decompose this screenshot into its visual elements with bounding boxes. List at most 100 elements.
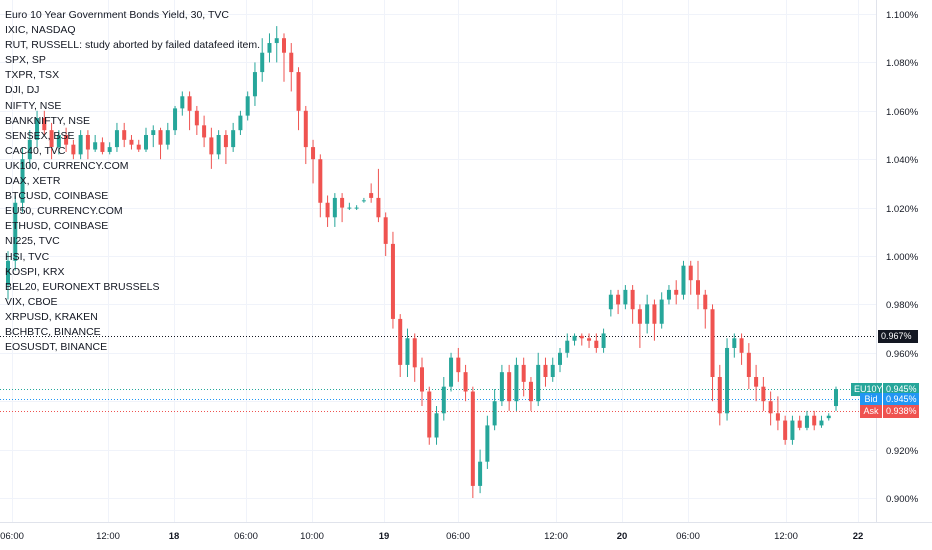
candle-body <box>608 294 613 310</box>
time-tick-label: 12:00 <box>544 531 568 542</box>
candle-body <box>303 110 308 148</box>
last-price-badge: 0.967% <box>878 330 918 343</box>
time-tick-label: 19 <box>379 531 390 542</box>
compare-series-label[interactable]: XRPUSD, KRAKEN <box>5 310 98 323</box>
candle-body <box>64 135 69 145</box>
price-value-badge: 0.938% <box>883 405 919 418</box>
candle-body <box>637 309 642 324</box>
time-tick-label: 12:00 <box>774 531 798 542</box>
time-tick-label: 18 <box>169 531 180 542</box>
bid-badge: Bid <box>860 393 882 406</box>
candle-body <box>405 338 410 365</box>
candle-body <box>296 72 301 111</box>
candle-body <box>456 357 461 373</box>
candle-body <box>521 364 526 382</box>
candle-body <box>826 415 831 419</box>
compare-series-label[interactable]: IXIC, NASDAQ <box>5 24 76 37</box>
compare-series-label[interactable]: SENSEX, BSE <box>5 129 75 142</box>
candle-body <box>398 318 403 365</box>
candle-body <box>768 401 773 414</box>
candle-body <box>35 118 40 140</box>
candle-body <box>289 52 294 73</box>
price-scale[interactable]: 1.100% 1.080% 1.060% 1.040% 1.020% 1.000% 0.98… <box>886 10 919 505</box>
candle-body <box>725 347 730 414</box>
time-tick-label: 20 <box>617 531 628 542</box>
candle-body <box>129 139 134 145</box>
compare-series-label[interactable]: UK100, CURRENCY.COM <box>5 159 129 172</box>
compare-series-label[interactable]: DAX, XETR <box>5 175 61 188</box>
compare-series-label[interactable]: KOSPI, KRX <box>5 265 65 278</box>
compare-series-label[interactable]: SPX, SP <box>5 54 46 67</box>
candle-body <box>696 280 700 295</box>
candle-body <box>100 142 105 152</box>
compare-series-label[interactable]: RUT, RUSSELL: study aborted by failed da… <box>5 39 261 52</box>
time-tick-label: 06:00 <box>0 531 24 542</box>
time-tick-label: 12:00 <box>96 531 120 542</box>
candle-body <box>209 137 214 155</box>
candle-body <box>71 144 76 155</box>
candle-body <box>645 304 650 324</box>
candle-body <box>412 338 417 368</box>
time-scale[interactable]: 06:00 12:00 18 06:00 10:00 19 06:00 12:00 20 06:0… <box>0 531 863 542</box>
candles <box>6 26 838 498</box>
price-tick-label: 1.100% <box>886 10 919 21</box>
compare-series-label[interactable]: CAC40, TVC <box>5 144 66 157</box>
candle-body <box>325 202 330 218</box>
candle-body <box>507 372 512 402</box>
compare-series-label[interactable]: HSI, TVC <box>5 250 50 263</box>
compare-series-label[interactable]: EU50, CURRENCY.COM <box>5 205 123 218</box>
candle-body <box>231 130 236 148</box>
candle-body <box>732 338 737 348</box>
candle-body <box>688 265 693 281</box>
compare-series-label[interactable]: VIX, CBOE <box>5 295 58 308</box>
candle-body <box>514 364 519 402</box>
compare-series-label[interactable]: NIFTY, NSE <box>5 99 62 112</box>
price-tick-label: 0.920% <box>886 446 919 457</box>
compare-series-label[interactable]: BCHBTC, BINANCE <box>5 325 101 338</box>
candle-body <box>441 386 446 414</box>
candle-body <box>238 115 243 131</box>
compare-series-label[interactable]: NI225, TVC <box>5 235 60 248</box>
candle-body <box>56 135 61 148</box>
compare-series-label[interactable]: DJI, DJ <box>5 84 40 97</box>
candle-body <box>579 335 584 339</box>
candle-body <box>528 381 533 402</box>
candle-body <box>674 289 679 295</box>
candle-body <box>434 413 439 438</box>
candle-body <box>739 338 744 353</box>
price-tick-label: 1.080% <box>886 58 919 69</box>
compare-series-label[interactable]: ETHUSD, COINBASE <box>5 220 109 233</box>
compare-series-label[interactable]: TXPR, TSX <box>5 69 60 82</box>
main-series-title[interactable]: Euro 10 Year Government Bonds Yield, 30,… <box>5 9 229 21</box>
candle-body <box>746 352 751 377</box>
compare-series-label[interactable]: BANKNIFTY, NSE <box>5 114 90 127</box>
candle-body <box>311 147 316 160</box>
candle-body <box>717 377 722 414</box>
candle-body <box>834 389 838 407</box>
candle-body <box>478 461 483 486</box>
candle-body <box>594 340 599 348</box>
candle-body <box>499 372 504 402</box>
compare-series-label[interactable]: BTCUSD, COINBASE <box>5 190 109 203</box>
price-tick-label: 0.900% <box>886 494 919 505</box>
legend: Euro 10 Year Government Bonds Yield, 30,… <box>5 8 260 355</box>
candle-body <box>274 38 279 44</box>
candle-body <box>543 364 548 377</box>
candle-body <box>252 72 257 97</box>
price-value-badge: 0.945% <box>883 383 919 396</box>
compare-series-label[interactable]: EOSUSDT, BINANCE <box>5 341 108 354</box>
candle-body <box>114 130 119 148</box>
candle-body <box>565 340 570 353</box>
candle-body <box>572 335 577 341</box>
candle-body <box>223 135 228 148</box>
candle-body <box>420 367 424 392</box>
candle-body <box>369 193 374 198</box>
candle-body <box>27 139 32 160</box>
compare-series-label[interactable]: BEL20, EURONEXT BRUSSELS <box>5 280 160 293</box>
candle-body <box>804 415 809 428</box>
candle-body <box>703 294 708 310</box>
candle-body <box>761 386 766 402</box>
candle-body <box>173 108 178 131</box>
price-tick-label: 1.000% <box>886 252 919 263</box>
